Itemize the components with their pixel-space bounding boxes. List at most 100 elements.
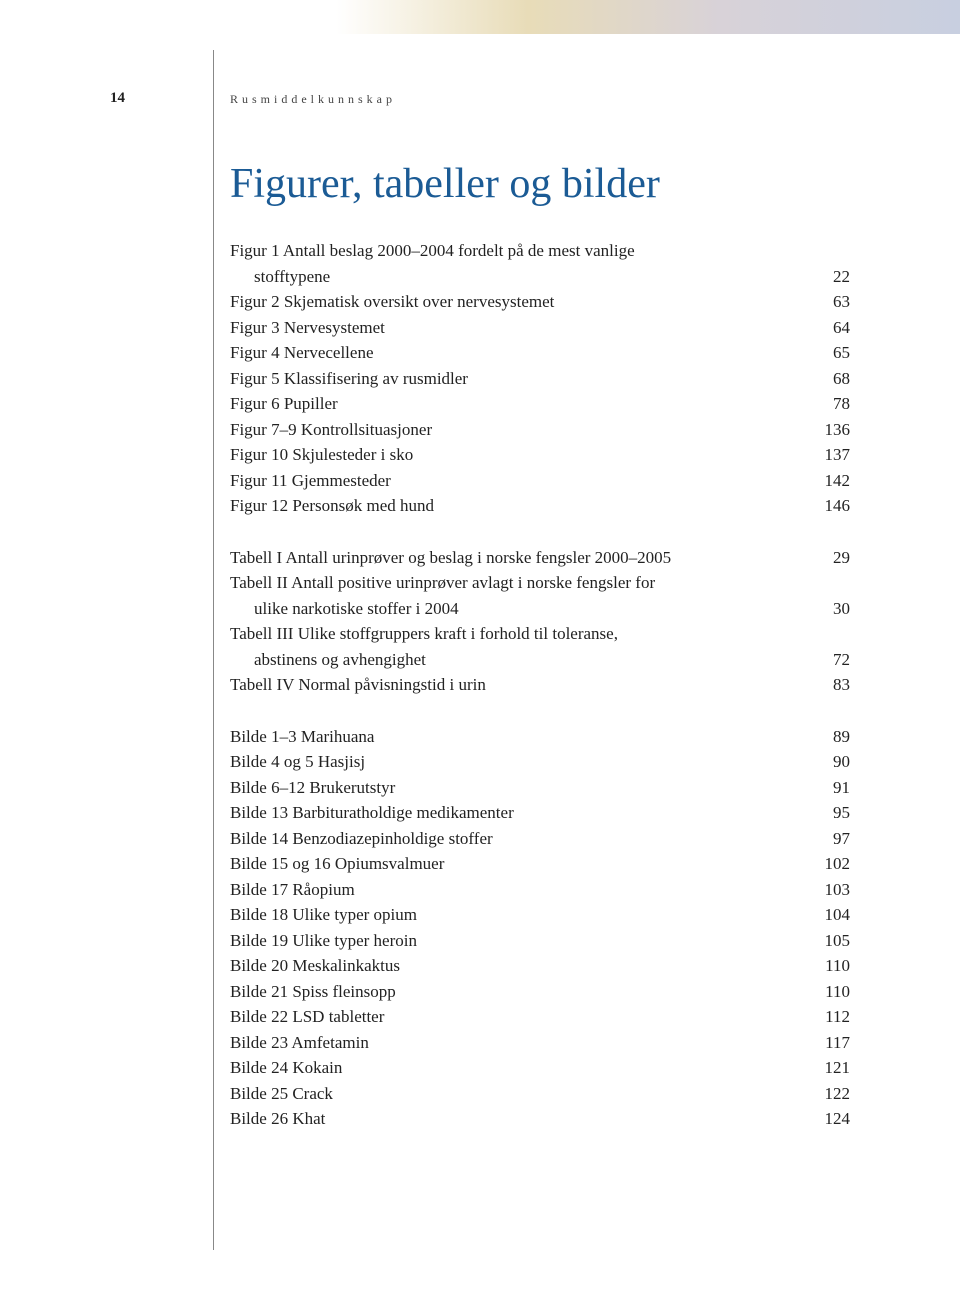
toc-row: Bilde 19 Ulike typer heroin105	[230, 928, 850, 954]
toc-row: Tabell III Ulike stoffgruppers kraft i f…	[230, 621, 850, 647]
toc-row: Figur 11 Gjemmesteder142	[230, 468, 850, 494]
top-gradient-bar	[0, 0, 960, 34]
bilder-list: Bilde 1–3 Marihuana89Bilde 4 og 5 Hasjis…	[230, 724, 850, 1132]
toc-row: Bilde 24 Kokain121	[230, 1055, 850, 1081]
toc-row: Bilde 14 Benzodiazepinholdige stoffer97	[230, 826, 850, 852]
toc-label: Bilde 15 og 16 Opiumsvalmuer	[230, 851, 812, 877]
toc-page-number: 124	[812, 1106, 850, 1132]
toc-page-number: 105	[812, 928, 850, 954]
toc-label: Bilde 4 og 5 Hasjisj	[230, 749, 812, 775]
toc-page-number: 83	[812, 672, 850, 698]
toc-row: abstinens og avhengighet72	[230, 647, 850, 673]
toc-label: Tabell IV Normal påvisningstid i urin	[230, 672, 812, 698]
toc-page-number: 110	[812, 953, 850, 979]
toc-label: Tabell II Antall positive urinprøver avl…	[230, 570, 812, 596]
toc-label: Figur 10 Skjulesteder i sko	[230, 442, 812, 468]
toc-row: Figur 12 Personsøk med hund146	[230, 493, 850, 519]
toc-row: Bilde 15 og 16 Opiumsvalmuer102	[230, 851, 850, 877]
toc-page-number	[812, 621, 850, 647]
toc-label: Figur 12 Personsøk med hund	[230, 493, 812, 519]
toc-row: Figur 3 Nervesystemet64	[230, 315, 850, 341]
toc-page-number: 72	[812, 647, 850, 673]
toc-label: Figur 6 Pupiller	[230, 391, 812, 417]
toc-page-number: 63	[812, 289, 850, 315]
toc-label: Bilde 17 Råopium	[230, 877, 812, 903]
toc-label: Bilde 21 Spiss fleinsopp	[230, 979, 812, 1005]
toc-row: Bilde 13 Barbituratholdige medikamenter9…	[230, 800, 850, 826]
toc-label: ulike narkotiske stoffer i 2004	[230, 596, 812, 622]
toc-label: Figur 3 Nervesystemet	[230, 315, 812, 341]
toc-row: Bilde 22 LSD tabletter112	[230, 1004, 850, 1030]
toc-row: Bilde 21 Spiss fleinsopp110	[230, 979, 850, 1005]
toc-row: Figur 10 Skjulesteder i sko137	[230, 442, 850, 468]
toc-row: Bilde 20 Meskalinkaktus110	[230, 953, 850, 979]
vertical-rule	[213, 50, 214, 1250]
toc-row: Figur 4 Nervecellene65	[230, 340, 850, 366]
toc-page-number: 97	[812, 826, 850, 852]
toc-page-number	[812, 238, 850, 264]
toc-row: Bilde 18 Ulike typer opium104	[230, 902, 850, 928]
toc-label: Bilde 6–12 Brukerutstyr	[230, 775, 812, 801]
toc-label: Bilde 13 Barbituratholdige medikamenter	[230, 800, 812, 826]
toc-row: Figur 2 Skjematisk oversikt over nervesy…	[230, 289, 850, 315]
toc-row: Tabell I Antall urinprøver og beslag i n…	[230, 545, 850, 571]
toc-page-number: 68	[812, 366, 850, 392]
toc-row: Bilde 6–12 Brukerutstyr91	[230, 775, 850, 801]
toc-row: Figur 1 Antall beslag 2000–2004 fordelt …	[230, 238, 850, 264]
toc-page-number: 122	[812, 1081, 850, 1107]
toc-page-number: 95	[812, 800, 850, 826]
toc-label: Tabell III Ulike stoffgruppers kraft i f…	[230, 621, 812, 647]
toc-label: Figur 7–9 Kontrollsituasjoner	[230, 417, 812, 443]
toc-page-number: 89	[812, 724, 850, 750]
running-header: Rusmiddelkunnskap	[230, 92, 396, 107]
toc-row: Tabell II Antall positive urinprøver avl…	[230, 570, 850, 596]
toc-page-number: 22	[812, 264, 850, 290]
toc-page-number: 65	[812, 340, 850, 366]
toc-page-number: 104	[812, 902, 850, 928]
toc-label: abstinens og avhengighet	[230, 647, 812, 673]
toc-label: Bilde 14 Benzodiazepinholdige stoffer	[230, 826, 812, 852]
toc-row: Bilde 1–3 Marihuana89	[230, 724, 850, 750]
figurer-list: Figur 1 Antall beslag 2000–2004 fordelt …	[230, 238, 850, 519]
toc-label: Figur 1 Antall beslag 2000–2004 fordelt …	[230, 238, 812, 264]
toc-page-number: 64	[812, 315, 850, 341]
toc-label: Bilde 25 Crack	[230, 1081, 812, 1107]
toc-page-number: 102	[812, 851, 850, 877]
tabeller-list: Tabell I Antall urinprøver og beslag i n…	[230, 545, 850, 698]
toc-label: Figur 4 Nervecellene	[230, 340, 812, 366]
toc-page-number: 142	[812, 468, 850, 494]
toc-page-number: 90	[812, 749, 850, 775]
toc-page-number: 137	[812, 442, 850, 468]
toc-page-number	[812, 570, 850, 596]
toc-page-number: 110	[812, 979, 850, 1005]
toc-label: Bilde 1–3 Marihuana	[230, 724, 812, 750]
toc-page-number: 29	[812, 545, 850, 571]
toc-label: Figur 2 Skjematisk oversikt over nervesy…	[230, 289, 812, 315]
toc-page-number: 78	[812, 391, 850, 417]
toc-row: Figur 7–9 Kontrollsituasjoner136	[230, 417, 850, 443]
toc-label: stofftypene	[230, 264, 812, 290]
toc-page-number: 91	[812, 775, 850, 801]
toc-row: Bilde 4 og 5 Hasjisj90	[230, 749, 850, 775]
page-title: Figurer, tabeller og bilder	[230, 160, 850, 208]
toc-label: Bilde 26 Khat	[230, 1106, 812, 1132]
toc-page-number: 117	[812, 1030, 850, 1056]
content-area: Figurer, tabeller og bilder Figur 1 Anta…	[230, 160, 850, 1158]
toc-label: Bilde 24 Kokain	[230, 1055, 812, 1081]
toc-label: Figur 11 Gjemmesteder	[230, 468, 812, 494]
toc-page-number: 112	[812, 1004, 850, 1030]
toc-page-number: 30	[812, 596, 850, 622]
toc-label: Tabell I Antall urinprøver og beslag i n…	[230, 545, 812, 571]
toc-row: Tabell IV Normal påvisningstid i urin83	[230, 672, 850, 698]
toc-row: stofftypene22	[230, 264, 850, 290]
toc-page-number: 121	[812, 1055, 850, 1081]
toc-row: ulike narkotiske stoffer i 200430	[230, 596, 850, 622]
page-number: 14	[110, 90, 125, 107]
toc-row: Bilde 23 Amfetamin117	[230, 1030, 850, 1056]
toc-label: Bilde 19 Ulike typer heroin	[230, 928, 812, 954]
toc-row: Bilde 25 Crack122	[230, 1081, 850, 1107]
toc-page-number: 103	[812, 877, 850, 903]
toc-label: Bilde 23 Amfetamin	[230, 1030, 812, 1056]
toc-row: Figur 6 Pupiller78	[230, 391, 850, 417]
toc-label: Bilde 18 Ulike typer opium	[230, 902, 812, 928]
